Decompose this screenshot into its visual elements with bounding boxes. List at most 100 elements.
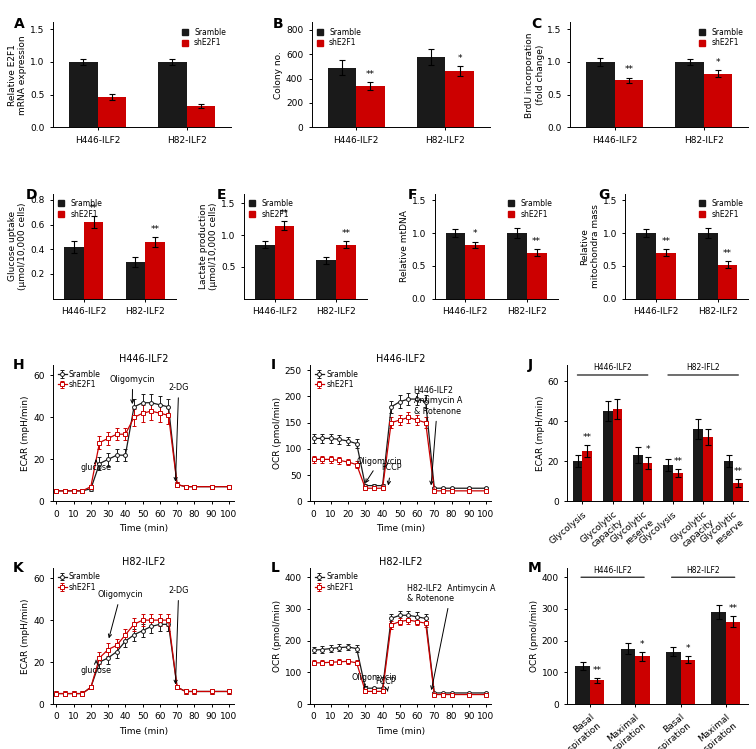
Y-axis label: ECAR (mpH/min): ECAR (mpH/min) <box>21 598 30 673</box>
Text: **: ** <box>280 209 289 218</box>
Text: C: C <box>531 17 541 31</box>
Bar <box>635 656 649 704</box>
Title: H82-ILF2: H82-ILF2 <box>122 557 166 567</box>
Legend: Sramble, shE2F1: Sramble, shE2F1 <box>698 26 745 49</box>
Text: Oligomycin: Oligomycin <box>352 673 397 688</box>
Text: **: ** <box>593 666 602 675</box>
Legend: Sramble, shE2F1: Sramble, shE2F1 <box>314 369 359 389</box>
Bar <box>125 261 145 299</box>
Legend: Sramble, shE2F1: Sramble, shE2F1 <box>698 198 745 220</box>
Bar <box>717 264 737 299</box>
Bar <box>98 97 126 127</box>
Bar <box>586 62 615 127</box>
Legend: Sramble, shE2F1: Sramble, shE2F1 <box>507 198 554 220</box>
Bar <box>316 261 336 299</box>
Text: F: F <box>407 189 417 202</box>
Text: Oligomycin: Oligomycin <box>357 457 402 482</box>
Text: **: ** <box>150 225 160 234</box>
Text: H: H <box>13 358 25 372</box>
Text: Oligomycin: Oligomycin <box>98 590 144 637</box>
Legend: Sramble, shE2F1: Sramble, shE2F1 <box>314 571 359 592</box>
Bar <box>666 652 680 704</box>
Text: **: ** <box>723 249 732 258</box>
Bar <box>643 463 652 501</box>
Bar <box>575 666 590 704</box>
Text: 2-DG: 2-DG <box>169 586 189 683</box>
X-axis label: Time (min): Time (min) <box>376 727 425 736</box>
Bar <box>84 222 104 299</box>
Text: **: ** <box>89 204 98 213</box>
Bar <box>675 62 704 127</box>
Text: H82-ILF2  Antimycin A
& Rotenone: H82-ILF2 Antimycin A & Rotenone <box>407 583 495 689</box>
Text: *: * <box>640 640 645 649</box>
Bar <box>680 660 695 704</box>
X-axis label: Time (min): Time (min) <box>119 524 168 533</box>
Y-axis label: OCR (pmol/min): OCR (pmol/min) <box>530 600 539 672</box>
Bar <box>336 245 356 299</box>
Text: J: J <box>528 358 532 372</box>
Bar <box>187 106 215 127</box>
Text: B: B <box>272 17 283 31</box>
X-axis label: Time (min): Time (min) <box>376 524 425 533</box>
Bar <box>158 62 187 127</box>
Text: H446-ILF2: H446-ILF2 <box>593 565 632 574</box>
Legend: Sramble, shE2F1: Sramble, shE2F1 <box>57 571 101 592</box>
Bar <box>417 57 445 127</box>
Text: **: ** <box>624 65 634 74</box>
Bar <box>145 242 165 299</box>
Text: FCCP: FCCP <box>376 676 396 691</box>
Text: glucose: glucose <box>81 660 112 675</box>
Bar <box>704 73 733 127</box>
Y-axis label: Relative
mitochondra mass: Relative mitochondra mass <box>581 204 600 288</box>
Y-axis label: Relative E2F1
mRNA expression: Relative E2F1 mRNA expression <box>8 35 27 115</box>
Y-axis label: Colony no.: Colony no. <box>274 51 284 99</box>
Bar <box>637 233 656 299</box>
X-axis label: Time (min): Time (min) <box>119 727 168 736</box>
Y-axis label: Relative mtDNA: Relative mtDNA <box>400 210 409 282</box>
Bar <box>527 252 547 299</box>
Legend: Sramble, shE2F1: Sramble, shE2F1 <box>57 369 101 389</box>
Y-axis label: BrdU incorporation
(fold change): BrdU incorporation (fold change) <box>525 32 544 118</box>
Bar <box>723 461 733 501</box>
Y-axis label: OCR (pmol/min): OCR (pmol/min) <box>273 397 282 469</box>
Text: G: G <box>598 189 609 202</box>
Text: Oligomycin: Oligomycin <box>110 374 155 403</box>
Bar <box>633 455 643 501</box>
Text: H82-IFL2: H82-IFL2 <box>686 363 720 372</box>
Text: *: * <box>646 445 650 454</box>
Bar <box>274 225 294 299</box>
Title: H82-ILF2: H82-ILF2 <box>379 557 423 567</box>
Bar <box>445 233 465 299</box>
Bar <box>573 461 582 501</box>
Bar <box>507 233 527 299</box>
Text: L: L <box>270 561 279 575</box>
Bar <box>693 429 703 501</box>
Text: 2-DG: 2-DG <box>169 383 189 481</box>
Legend: Sramble, shE2F1: Sramble, shE2F1 <box>180 26 228 49</box>
Legend: Sramble, shE2F1: Sramble, shE2F1 <box>315 26 362 49</box>
Text: **: ** <box>733 467 742 476</box>
Title: H446-ILF2: H446-ILF2 <box>119 354 169 364</box>
Bar <box>711 612 726 704</box>
Bar <box>590 680 605 704</box>
Bar <box>726 622 740 704</box>
Text: D: D <box>26 189 37 202</box>
Bar <box>612 409 622 501</box>
Text: H82-ILF2: H82-ILF2 <box>686 565 720 574</box>
Text: I: I <box>270 358 275 372</box>
Text: **: ** <box>729 604 738 613</box>
Text: H446-ILF2
Antimycin A
& Rotenone: H446-ILF2 Antimycin A & Rotenone <box>414 386 462 485</box>
Text: **: ** <box>583 433 592 442</box>
Text: **: ** <box>342 228 350 237</box>
Text: K: K <box>13 561 24 575</box>
Bar <box>356 86 385 127</box>
Text: glucose: glucose <box>81 460 112 472</box>
Y-axis label: ECAR (mpH/min): ECAR (mpH/min) <box>21 395 30 471</box>
Title: H446-ILF2: H446-ILF2 <box>376 354 426 364</box>
Bar <box>615 80 643 127</box>
Bar <box>69 62 98 127</box>
Y-axis label: ECAR (mpH/min): ECAR (mpH/min) <box>536 395 545 471</box>
Bar <box>465 245 485 299</box>
Bar <box>673 473 683 501</box>
Bar <box>733 483 743 501</box>
